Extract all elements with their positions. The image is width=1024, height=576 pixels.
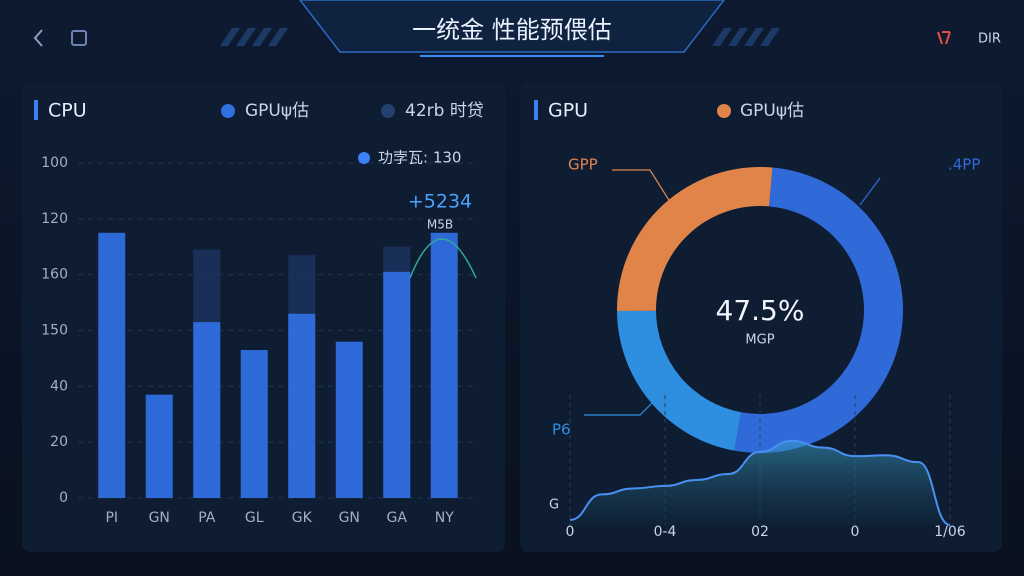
- header-title: 一统金 性能预偎估: [412, 16, 612, 44]
- x-tick-label: GA: [387, 510, 408, 526]
- x-tick-label: GL: [245, 510, 264, 526]
- annotation: M5B: [427, 218, 453, 232]
- bar: [288, 313, 316, 498]
- x-tick-label: 0: [851, 524, 860, 540]
- bar: [335, 341, 363, 498]
- x-tick-label: 1/06: [934, 524, 966, 540]
- annotation-dot: [358, 152, 370, 164]
- header-banner: [299, 0, 725, 53]
- leader-line: [584, 394, 661, 416]
- x-tick-label: NY: [435, 510, 454, 526]
- bar: [430, 232, 458, 498]
- chip-icon: [71, 30, 87, 46]
- title-marker: [534, 100, 538, 120]
- header-stripes: [220, 28, 780, 46]
- segment-label: .4PP: [948, 156, 980, 174]
- donut-hole: [657, 207, 863, 413]
- legend-swatch: [381, 104, 395, 118]
- legend-label: 42rb 时贷: [405, 101, 484, 121]
- legend-swatch: [717, 104, 731, 118]
- x-tick-label: GK: [292, 510, 313, 526]
- annotation: +5234: [408, 191, 472, 213]
- area-line: [569, 439, 951, 526]
- legend-swatch: [221, 104, 235, 118]
- y-tick-label: 160: [41, 267, 68, 283]
- segment-label: GPP: [568, 156, 598, 174]
- donut-segment: [617, 167, 773, 311]
- annotation: 功孛瓦: 130: [378, 149, 461, 167]
- donut-segment: [734, 167, 904, 453]
- x-tick-label: PA: [198, 510, 216, 526]
- back-button[interactable]: [33, 29, 43, 47]
- bar: [240, 350, 268, 498]
- legend-label: GPUψ估: [245, 101, 309, 121]
- bar: [383, 271, 411, 498]
- y-tick-label: 40: [50, 378, 68, 394]
- segment-label: P6: [552, 421, 571, 439]
- x-tick-label: 0: [566, 524, 575, 540]
- header-right[interactable]: DIR: [978, 32, 1001, 47]
- center-label: 47.5%: [716, 294, 805, 327]
- chart-title: CPU: [48, 100, 87, 122]
- center-sublabel: MGP: [745, 333, 774, 348]
- y-axis-label: G: [549, 498, 559, 513]
- leader-line: [859, 177, 881, 206]
- y-tick-label: 150: [41, 323, 68, 339]
- x-tick-label: GN: [339, 510, 360, 526]
- legend-label: GPUψ估: [740, 101, 804, 121]
- x-tick-label: PI: [105, 510, 118, 526]
- y-tick-label: 100: [41, 155, 68, 171]
- y-tick-label: 0: [59, 490, 68, 506]
- bar: [145, 394, 173, 498]
- alert-icon[interactable]: [937, 31, 951, 45]
- y-tick-label: 120: [41, 211, 68, 227]
- x-tick-label: 0-4: [654, 524, 677, 540]
- annotation-peak: [409, 238, 477, 279]
- y-tick-label: 20: [50, 434, 68, 450]
- x-tick-label: 02: [751, 524, 769, 540]
- area-fill: [570, 440, 950, 525]
- bar: [193, 322, 221, 498]
- title-marker: [34, 100, 38, 120]
- x-tick-label: GN: [149, 510, 170, 526]
- chart-title: GPU: [548, 100, 588, 122]
- leader-line: [612, 169, 673, 206]
- bar: [98, 232, 126, 498]
- donut-segment: [617, 310, 742, 451]
